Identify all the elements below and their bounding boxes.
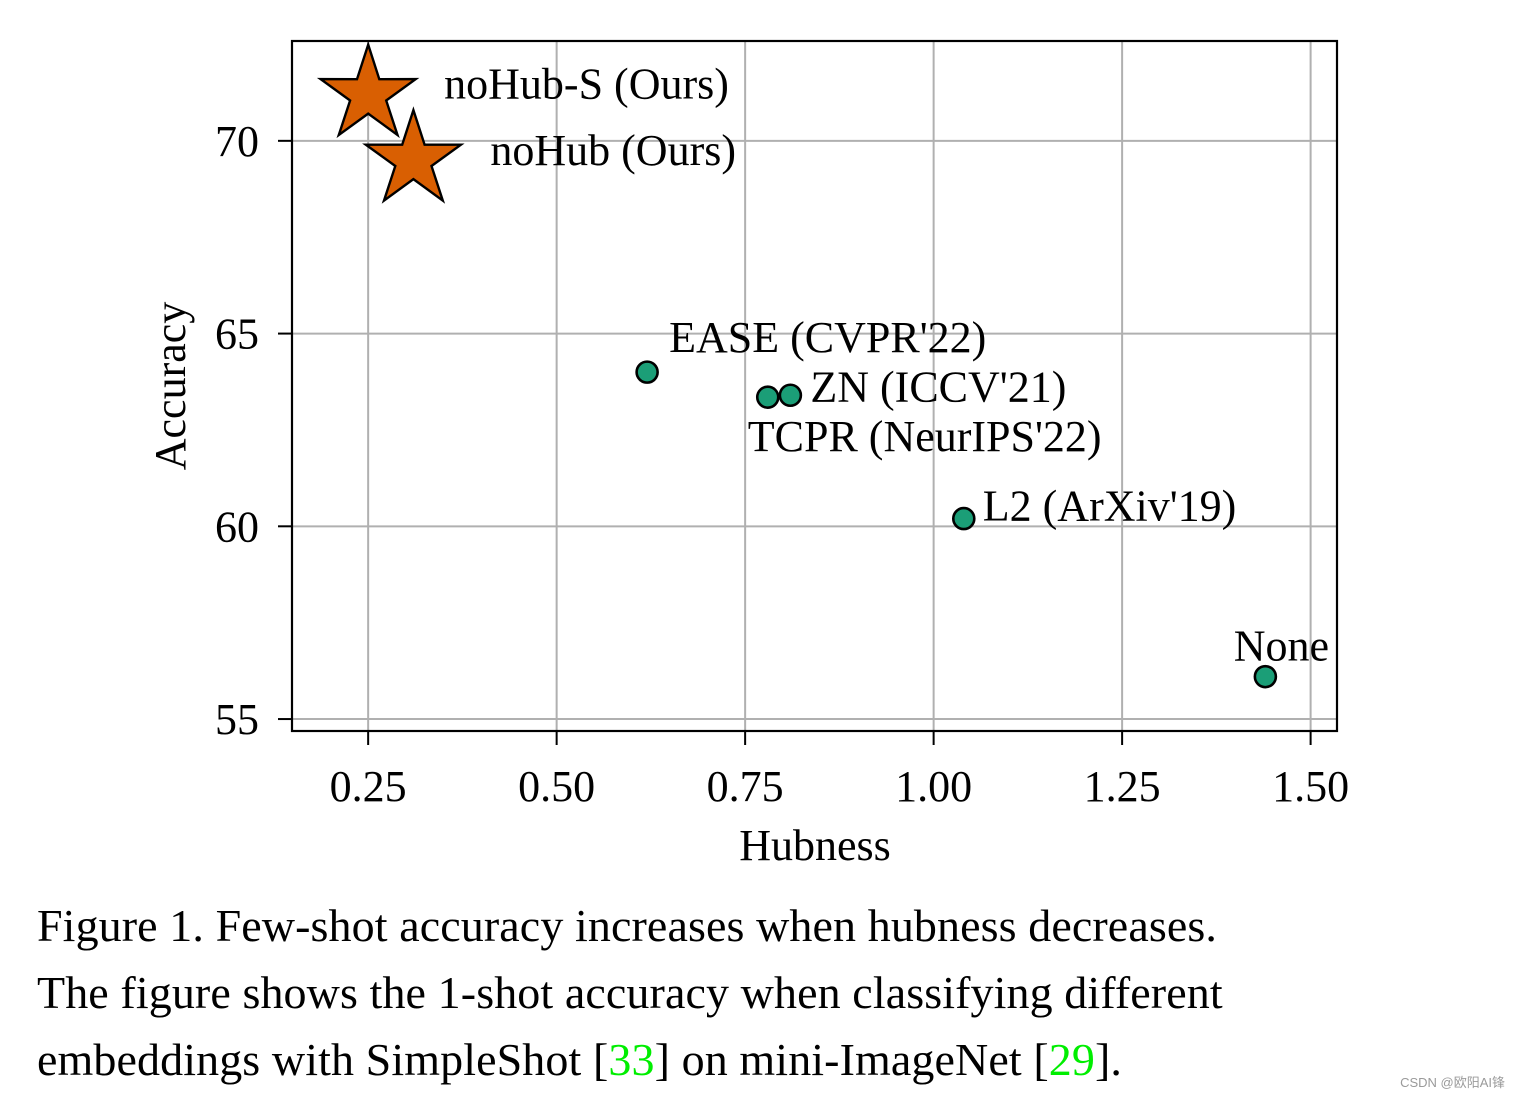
figure-caption: Figure 1. Few-shot accuracy increases wh… — [37, 892, 1497, 1093]
star-marker-icon — [362, 106, 465, 204]
x-tick-label: 0.75 — [707, 762, 784, 811]
watermark: CSDN @欧阳AI锋 — [1400, 1075, 1505, 1090]
x-tick-label: 0.50 — [518, 762, 595, 811]
citation-link-29[interactable]: 29 — [1048, 1034, 1095, 1085]
y-axis-label: Accuracy — [146, 302, 195, 471]
x-tick-label: 0.25 — [330, 762, 407, 811]
caption-line-2: The figure shows the 1-shot accuracy whe… — [37, 967, 1223, 1018]
point-label: EASE (CVPR'22) — [669, 313, 986, 362]
scatter-chart: noHub-S (Ours) noHub (Ours) EASE (CVPR'22)… — [146, 39, 1349, 870]
y-tick-label: 65 — [215, 310, 259, 359]
star-marker-icon — [316, 40, 420, 139]
grid-lines — [292, 41, 1337, 731]
point-label: noHub-S (Ours) — [444, 60, 729, 109]
plot-frame — [290, 39, 1339, 733]
point-label: noHub (Ours) — [490, 126, 736, 175]
data-points — [316, 40, 1278, 689]
x-tick-label: 1.25 — [1084, 762, 1161, 811]
point-labels: noHub-S (Ours) noHub (Ours) EASE (CVPR'22)… — [444, 60, 1329, 671]
circle-marker-icon — [755, 385, 780, 409]
caption-line-1: Figure 1. Few-shot accuracy increases wh… — [37, 900, 1217, 951]
circle-marker-icon — [1253, 664, 1278, 689]
citation-link-33[interactable]: 33 — [608, 1034, 655, 1085]
point-label: L2 (ArXiv'19) — [983, 482, 1237, 531]
y-tick-label: 55 — [215, 695, 259, 744]
x-tick-label: 1.00 — [895, 762, 972, 811]
point-label: TCPR (NeurIPS'22) — [748, 412, 1102, 461]
caption-line-3: embeddings with SimpleShot [33] on mini-… — [37, 1034, 1122, 1085]
point-label: ZN (ICCV'21) — [810, 362, 1066, 411]
x-axis-label: Hubness — [739, 821, 891, 870]
circle-marker-icon — [635, 360, 659, 384]
y-tick-label: 60 — [215, 502, 259, 551]
x-tick-label: 1.50 — [1272, 762, 1349, 811]
point-label: None — [1234, 622, 1329, 671]
axis-ticks: 0.25 0.50 0.75 1.00 1.25 1.50 55 60 65 70 — [215, 117, 1349, 811]
circle-marker-icon — [778, 383, 803, 408]
y-tick-label: 70 — [215, 117, 259, 166]
circle-marker-icon — [951, 506, 976, 531]
